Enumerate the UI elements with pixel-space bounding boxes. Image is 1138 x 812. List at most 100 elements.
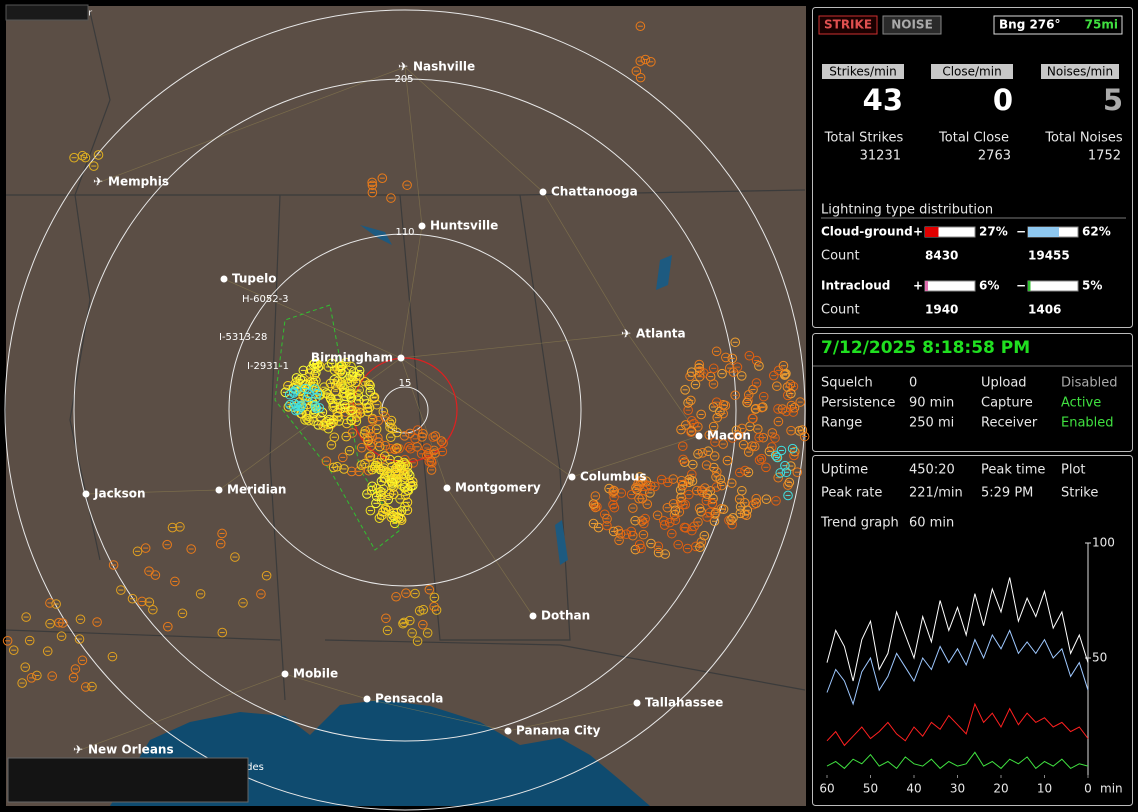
- strike-symbol: [345, 377, 355, 388]
- strike-symbol: [683, 398, 693, 408]
- strike-symbol: [783, 480, 793, 490]
- strike-symbol: [708, 379, 719, 389]
- strike-symbol: [381, 613, 391, 624]
- share-track: [1027, 280, 1079, 292]
- strike-symbol: [708, 402, 719, 412]
- strike-button[interactable]: [818, 15, 878, 35]
- city-label: Atlanta: [636, 327, 686, 341]
- strike-symbol: [679, 457, 690, 467]
- strike-symbol: [677, 480, 688, 491]
- strike-symbol: [786, 400, 797, 411]
- strike-layer: [2, 21, 810, 692]
- city-dot: [363, 695, 371, 703]
- strike-symbol: [754, 432, 764, 443]
- strike-symbol: [751, 403, 761, 414]
- strike-symbol: [405, 428, 415, 439]
- strike-symbol: [217, 627, 228, 638]
- city-label: Macon: [707, 429, 751, 443]
- rate-header: [931, 64, 1013, 79]
- share-label: 5%: [1082, 279, 1102, 293]
- strike-symbol: [696, 409, 706, 420]
- distance: 75mi: [1085, 18, 1118, 32]
- strike-symbol: [150, 570, 161, 580]
- sign: +: [913, 279, 923, 293]
- strike-symbol: [323, 362, 334, 372]
- noise-button[interactable]: [882, 15, 942, 35]
- trend-line: [826, 629, 1089, 706]
- strike-symbol: [399, 617, 409, 628]
- status-value: 450:20: [909, 463, 955, 478]
- strike-symbol: [767, 428, 778, 438]
- strike-symbol: [400, 482, 410, 493]
- airport-icon: ✈: [73, 743, 83, 757]
- strike-symbol: [116, 585, 126, 595]
- strike-symbol: [88, 161, 99, 171]
- range-label: 110: [395, 227, 414, 238]
- strike-symbol: [785, 379, 796, 390]
- strike-symbol: [289, 399, 300, 409]
- strike-symbol: [416, 448, 427, 459]
- strike-symbol: [26, 673, 37, 683]
- x-axis-label: min: [1100, 782, 1123, 796]
- strike-symbol: [697, 447, 708, 458]
- mode-button-label[interactable]: NOISE: [891, 18, 933, 32]
- strike-symbol: [47, 671, 58, 681]
- city-dot: [633, 699, 641, 707]
- strike-symbol: [634, 493, 644, 504]
- strike-symbol: [390, 513, 400, 524]
- airport-icon: ✈: [93, 175, 103, 189]
- strike-symbol: [418, 619, 428, 630]
- strike-symbol: [337, 368, 347, 379]
- strike-symbol: [346, 393, 357, 403]
- strike-symbol: [695, 542, 705, 552]
- land: [6, 6, 806, 806]
- strike-symbol: [677, 441, 688, 451]
- strike-symbol: [385, 422, 395, 433]
- strike-symbol: [613, 525, 624, 536]
- strike-symbol: [678, 454, 688, 465]
- settings-box: [812, 333, 1133, 452]
- sign: −: [1016, 279, 1026, 293]
- strike-symbol: [329, 432, 340, 443]
- strike-symbol: [365, 386, 376, 397]
- strike-symbol: [626, 489, 637, 500]
- strike-symbol: [24, 635, 35, 646]
- range-ring: [381, 386, 429, 434]
- storm-cell-outline: [274, 304, 401, 551]
- city-dot: [281, 670, 289, 678]
- mode-button-label[interactable]: STRIKE: [824, 18, 872, 32]
- strike-symbol: [609, 492, 619, 502]
- share-bar: [1028, 227, 1059, 237]
- strike-symbol: [756, 402, 767, 413]
- strike-symbol: [727, 353, 738, 364]
- count-value: 8430: [925, 249, 958, 263]
- city-dot: [82, 490, 90, 498]
- setting-value: 0: [909, 376, 917, 391]
- strike-symbol: [21, 612, 31, 622]
- strike-symbol: [389, 518, 400, 529]
- strike-symbol: [788, 381, 799, 392]
- strike-symbol: [704, 430, 715, 440]
- strike-symbol: [634, 480, 644, 491]
- strike-symbol: [635, 21, 646, 32]
- strike-symbol: [422, 628, 433, 638]
- sign: −: [1016, 225, 1026, 239]
- share-bar: [925, 227, 939, 237]
- strike-symbol: [340, 388, 350, 399]
- strike-symbol: [309, 369, 320, 380]
- trend-line: [826, 577, 1089, 682]
- status-label: Plot: [1061, 463, 1086, 478]
- strike-symbol: [311, 359, 322, 370]
- range-ring: [228, 233, 582, 587]
- strike-symbol: [45, 618, 55, 629]
- y-tick-label: 100: [1092, 536, 1115, 550]
- strike-symbol: [683, 405, 693, 416]
- strike-symbol: [795, 397, 806, 407]
- strike-symbol: [786, 388, 796, 399]
- total-value: 31231: [860, 149, 901, 164]
- count-label: Count: [821, 303, 860, 318]
- strike-symbol: [77, 150, 88, 161]
- strike-symbol: [726, 478, 737, 488]
- strike-symbol: [347, 405, 357, 415]
- strike-symbol: [51, 599, 61, 609]
